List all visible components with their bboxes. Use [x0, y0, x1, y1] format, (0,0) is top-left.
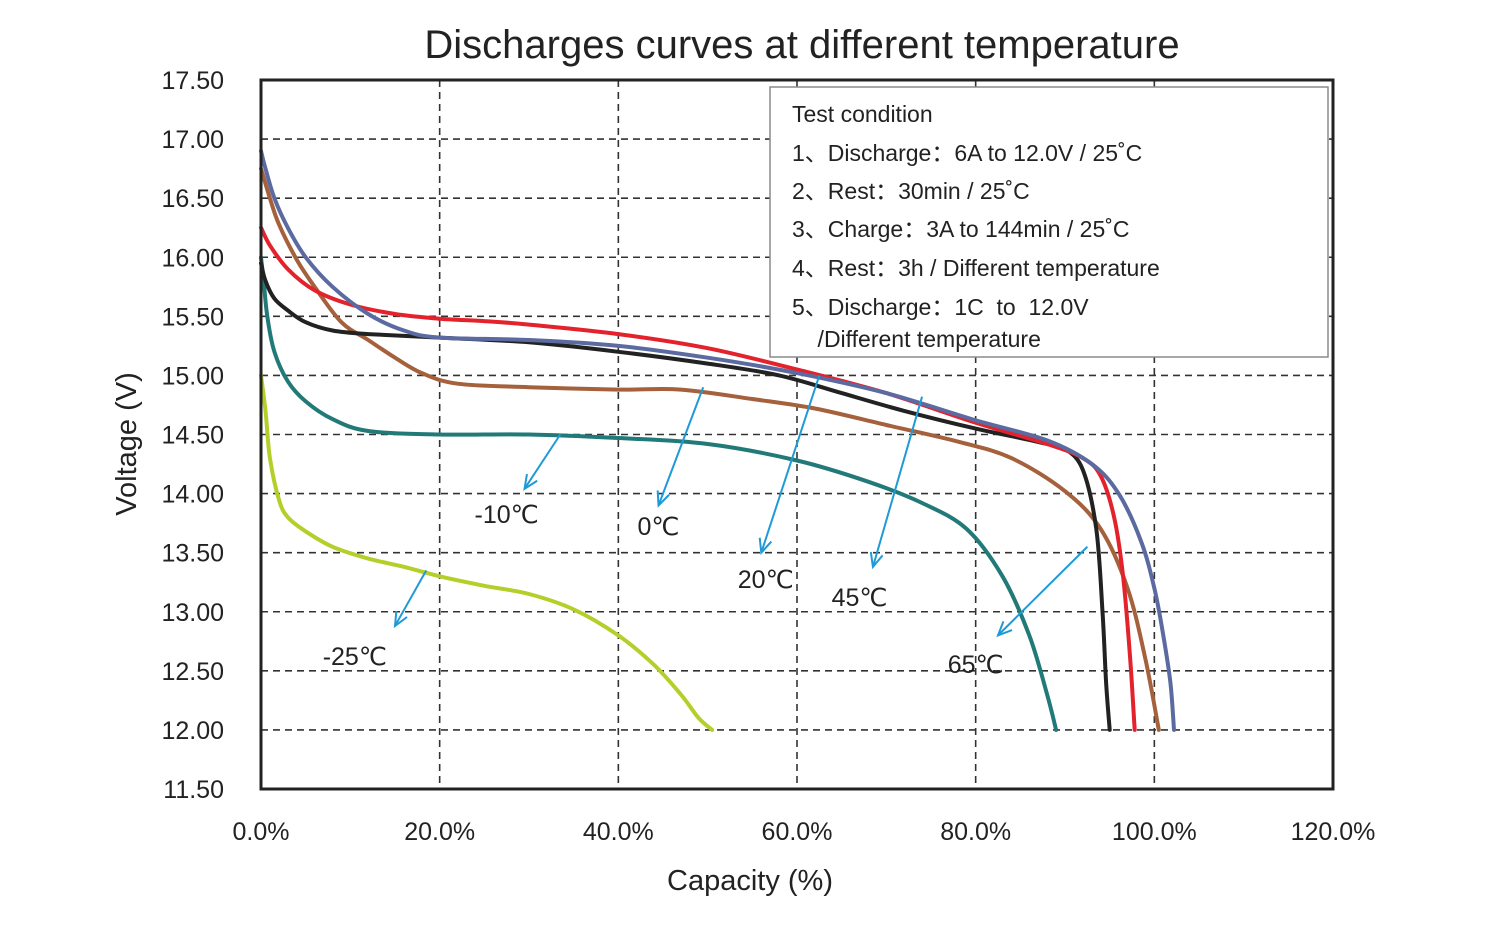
temperature-label-0: -25℃ — [323, 643, 387, 671]
legend-line-4: 4、Rest：3h / Different temperature — [792, 255, 1160, 281]
y-tick-label-2: 12.50 — [161, 658, 224, 686]
temperature-label-2: 0℃ — [638, 513, 680, 541]
y-tick-label-7: 15.00 — [161, 362, 224, 390]
x-tick-label-5: 100.0% — [1112, 818, 1197, 846]
y-tick-label-1: 12.00 — [161, 717, 224, 745]
pointer-arrow-3 — [758, 375, 821, 555]
x-axis-label: Capacity (%) — [667, 865, 833, 897]
legend-line-1: 1、Discharge：6A to 12.0V / 25˚C — [792, 140, 1142, 166]
y-axis-label: Voltage (V) — [111, 372, 143, 515]
x-tick-label-1: 20.0% — [404, 818, 475, 846]
temperature-label-3: 20℃ — [738, 566, 794, 594]
x-tick-label-2: 40.0% — [583, 818, 654, 846]
test-condition-box: Test condition 1、Discharge：6A to 12.0V /… — [769, 86, 1329, 358]
y-tick-label-11: 17.00 — [161, 126, 224, 154]
legend-line-2: 2、Rest：30min / 25˚C — [792, 178, 1030, 204]
y-tick-label-12: 17.50 — [161, 67, 224, 95]
pointer-arrow-5 — [996, 546, 1089, 638]
plot-area-border — [259, 78, 1335, 791]
pointer-arrow-4 — [869, 396, 924, 570]
y-tick-label-9: 16.00 — [161, 244, 224, 272]
legend-line-0: Test condition — [792, 101, 933, 127]
y-tick-label-6: 14.50 — [161, 422, 224, 450]
series-line-1 — [259, 255, 1059, 732]
series-line-3 — [259, 261, 1112, 732]
annotation-layer: -25℃ -10℃ 0℃ 20℃ 45℃ 65℃ — [323, 501, 1004, 679]
temperature-label-4: 45℃ — [832, 584, 888, 612]
pointer-arrow-0 — [393, 569, 428, 629]
y-tick-label-10: 16.50 — [161, 185, 224, 213]
arrow-layer — [393, 375, 1089, 638]
y-tick-label-5: 14.00 — [161, 481, 224, 509]
x-tick-label-6: 120.0% — [1291, 818, 1376, 846]
x-tick-label-3: 60.0% — [762, 818, 833, 846]
series-line-5 — [259, 148, 1176, 732]
series-layer — [259, 148, 1176, 732]
legend-line-3: 3、Charge：3A to 144min / 25˚C — [792, 216, 1130, 242]
tick-label-layer: 0.0% 20.0% 40.0% 60.0% 80.0% 100.0% 120.0% 11.5… — [161, 67, 1375, 846]
series-line-0 — [259, 373, 715, 732]
x-tick-label-4: 80.0% — [940, 818, 1011, 846]
series-line-2 — [259, 166, 1161, 732]
pointer-arrow-1 — [523, 433, 562, 491]
y-tick-label-8: 15.50 — [161, 303, 224, 331]
legend-line-6: /Different temperature — [792, 326, 1041, 352]
x-tick-label-0: 0.0% — [233, 818, 290, 846]
series-line-4 — [259, 225, 1137, 732]
y-tick-label-3: 13.00 — [161, 599, 224, 627]
temperature-label-5: 65℃ — [948, 651, 1004, 679]
pointer-arrow-2 — [656, 386, 705, 508]
temperature-label-1: -10℃ — [475, 501, 539, 529]
y-tick-label-0: 11.50 — [163, 776, 224, 804]
chart-title: Discharges curves at different temperatu… — [424, 23, 1179, 67]
y-tick-label-4: 13.50 — [161, 540, 224, 568]
legend-line-5: 5、Discharge：1C to 12.0V — [792, 294, 1089, 320]
